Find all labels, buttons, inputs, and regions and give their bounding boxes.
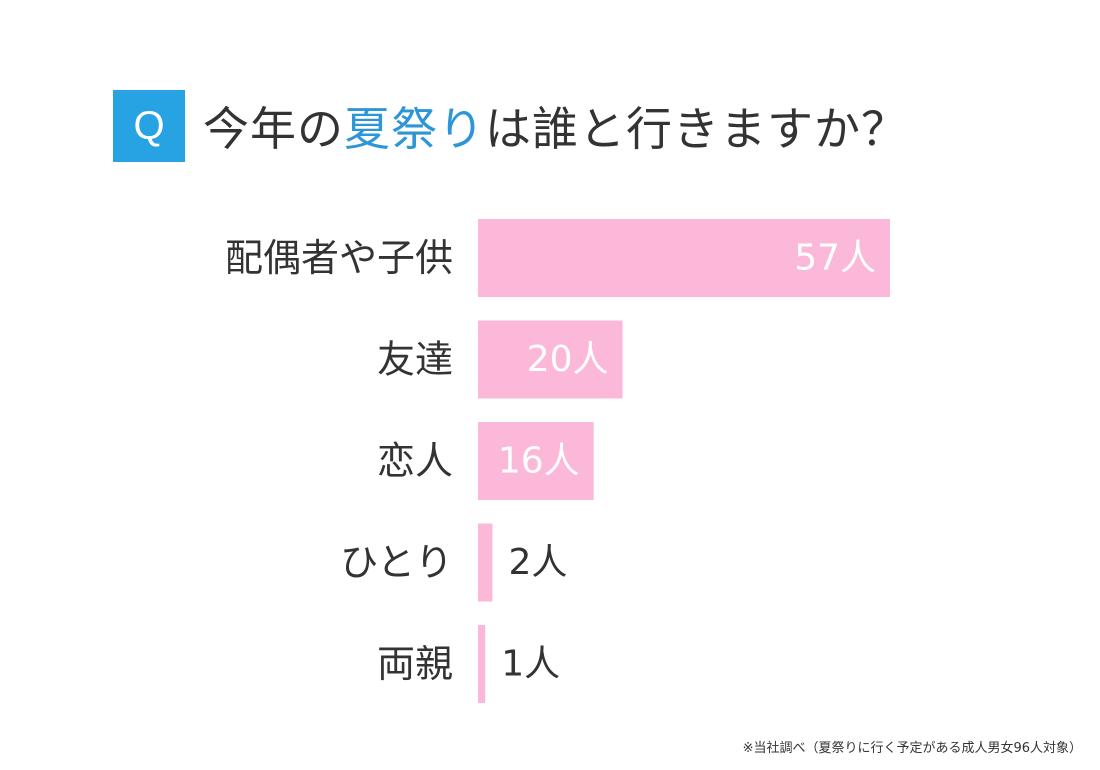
chart-title: 今年の夏祭りは誰と行きますか？ — [203, 93, 908, 159]
footnote: ※当社調べ（夏祭りに行く予定がある成人男女96人対象） — [742, 741, 1082, 756]
category-label: 配偶者や子供 — [225, 236, 453, 280]
value-label: 2人 — [508, 542, 567, 583]
bar-2 — [478, 422, 594, 500]
value-label: 20人 — [527, 339, 609, 380]
title-highlight: 夏祭り — [344, 102, 485, 156]
category-label: 恋人 — [377, 439, 453, 483]
q-badge: Q — [113, 90, 185, 162]
category-label: 両親 — [377, 642, 453, 686]
value-label: 16人 — [498, 441, 580, 482]
bar-3 — [478, 523, 493, 602]
bar-0 — [478, 219, 890, 297]
title-prefix: 今年の — [203, 102, 344, 156]
value-label: 1人 — [501, 644, 560, 685]
question-header: Q 今年の夏祭りは誰と行きますか？ — [113, 90, 908, 162]
category-label: 友達 — [377, 338, 453, 382]
value-label: 57人 — [794, 238, 876, 279]
title-suffix: は誰と行きますか？ — [485, 102, 908, 156]
bar-4 — [478, 625, 486, 703]
bar-1 — [478, 320, 623, 399]
category-label: ひとり — [340, 541, 453, 585]
